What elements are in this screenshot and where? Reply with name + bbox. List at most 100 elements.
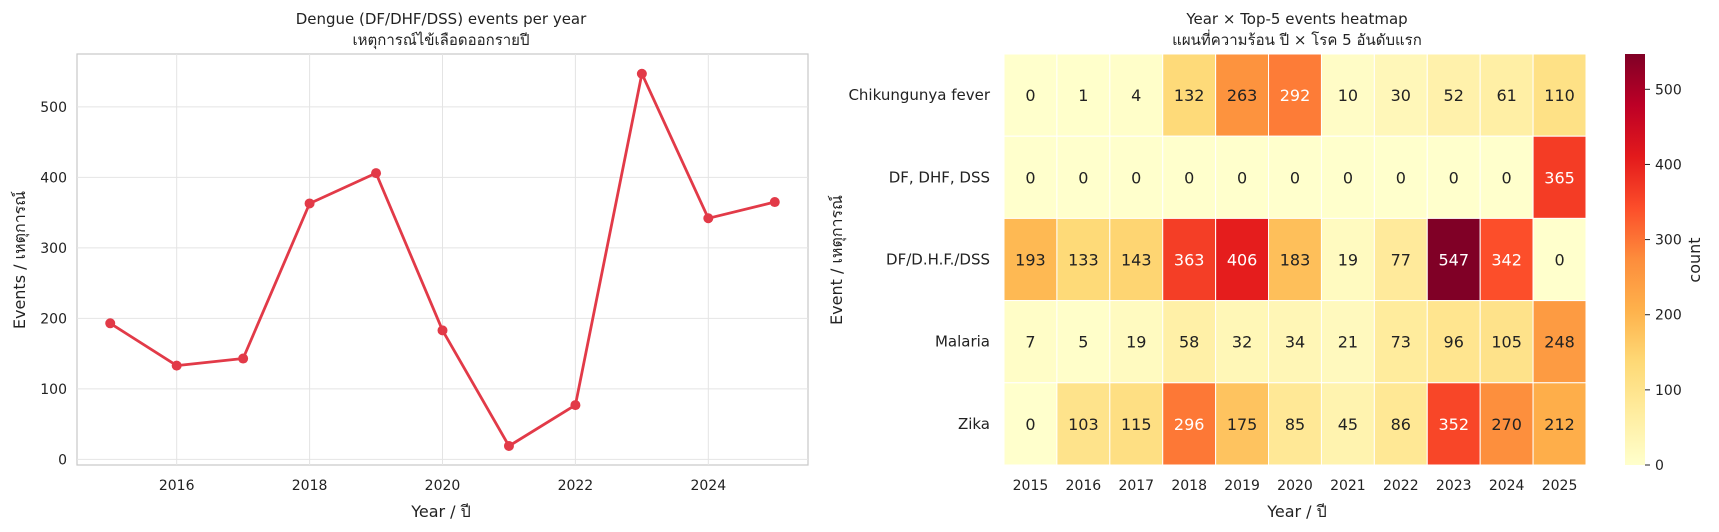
heatmap-cell bbox=[1373, 382, 1428, 466]
heatmap-cell-value: 0 bbox=[1078, 168, 1088, 187]
y-tick-label: 400 bbox=[40, 170, 67, 186]
heatmap-x-tick-label: 2023 bbox=[1436, 478, 1472, 494]
heatmap-cell bbox=[1426, 300, 1481, 384]
heatmap-cell-value: 77 bbox=[1391, 251, 1411, 270]
heatmap-cell bbox=[1532, 135, 1587, 219]
x-tick-label: 2020 bbox=[425, 478, 461, 494]
heatmap-cell bbox=[1268, 382, 1322, 466]
heatmap-cell-value: 115 bbox=[1121, 415, 1152, 434]
colorbar-tick-label: 200 bbox=[1655, 308, 1682, 324]
x-tick-label: 2024 bbox=[690, 478, 726, 494]
y-tick-label: 300 bbox=[40, 241, 67, 257]
heatmap-ylabel: Event / เหตุการณ์ bbox=[827, 195, 847, 325]
heatmap-cell-value: 45 bbox=[1338, 415, 1358, 434]
data-point bbox=[570, 400, 581, 411]
heatmap-cell-value: 0 bbox=[1184, 168, 1194, 187]
heatmap-cell-value: 352 bbox=[1438, 415, 1469, 434]
data-point bbox=[503, 440, 514, 451]
heatmap-y-tick-label: DF, DHF, DSS bbox=[889, 168, 990, 186]
line-chart-subtitle: เหตุการณ์ไข้เลือดออกรายปี bbox=[353, 31, 530, 50]
colorbar-tick-label: 500 bbox=[1655, 82, 1682, 98]
heatmap-cell-value: 0 bbox=[1025, 86, 1035, 105]
data-point bbox=[703, 213, 714, 224]
heatmap-cell-value: 30 bbox=[1391, 86, 1411, 105]
heatmap-panel: Year × Top-5 events heatmap แผนที่ความร้… bbox=[827, 10, 1704, 521]
heatmap-cell-value: 96 bbox=[1444, 333, 1464, 352]
heatmap-cell bbox=[1162, 217, 1217, 302]
heatmap-cell-value: 85 bbox=[1285, 415, 1305, 434]
heatmap-cell bbox=[1056, 217, 1111, 302]
x-tick-label: 2016 bbox=[159, 478, 195, 494]
line-chart-ylabel: Events / เหตุการณ์ bbox=[10, 191, 30, 329]
heatmap-cell-value: 133 bbox=[1068, 251, 1099, 270]
heatmap-cell-value: 296 bbox=[1174, 415, 1205, 434]
heatmap-cell-value: 292 bbox=[1280, 86, 1311, 105]
x-tick-label: 2022 bbox=[558, 478, 594, 494]
heatmap-cell-value: 110 bbox=[1544, 86, 1575, 105]
heatmap-x-tick-label: 2024 bbox=[1489, 478, 1525, 494]
heatmap-subtitle: แผนที่ความร้อน ปี × โรค 5 อันดับแรก bbox=[1172, 29, 1422, 49]
heatmap-cell-value: 21 bbox=[1338, 333, 1358, 352]
heatmap-cell-value: 0 bbox=[1025, 168, 1035, 187]
heatmap-cell-value: 0 bbox=[1025, 415, 1035, 434]
y-tick-label: 100 bbox=[40, 382, 67, 398]
heatmap-cell-value: 19 bbox=[1126, 333, 1146, 352]
heatmap-cell bbox=[1479, 300, 1534, 384]
heatmap-cell bbox=[1532, 53, 1587, 137]
heatmap-cell-value: 32 bbox=[1232, 333, 1252, 352]
heatmap-cell-value: 4 bbox=[1131, 86, 1141, 105]
heatmap-cell-value: 105 bbox=[1491, 333, 1522, 352]
y-tick-label: 500 bbox=[40, 100, 67, 116]
heatmap-cell bbox=[1320, 135, 1375, 219]
heatmap-cell bbox=[1320, 382, 1375, 466]
heatmap-cell-value: 0 bbox=[1502, 168, 1512, 187]
heatmap-x-tick-label: 2018 bbox=[1171, 478, 1207, 494]
heatmap-y-tick-label: Zika bbox=[958, 415, 990, 433]
heatmap-cell-value: 73 bbox=[1391, 333, 1411, 352]
heatmap-cell-value: 183 bbox=[1280, 251, 1311, 270]
heatmap-cell bbox=[1056, 382, 1111, 466]
heatmap-cell-value: 52 bbox=[1444, 86, 1464, 105]
line-chart-panel: Dengue (DF/DHF/DSS) events per year เหตุ… bbox=[10, 10, 809, 521]
heatmap-cell bbox=[1109, 53, 1164, 137]
heatmap-x-tick-label: 2025 bbox=[1542, 478, 1578, 494]
heatmap-cell bbox=[1268, 135, 1322, 219]
heatmap-cell-value: 34 bbox=[1285, 333, 1305, 352]
heatmap-x-tick-label: 2015 bbox=[1013, 478, 1049, 494]
heatmap-x-tick-label: 2020 bbox=[1277, 478, 1313, 494]
colorbar bbox=[1625, 54, 1645, 465]
heatmap-cell bbox=[1479, 135, 1534, 219]
heatmap-cell-value: 0 bbox=[1343, 168, 1353, 187]
heatmap-cell bbox=[1109, 300, 1164, 384]
heatmap-cell bbox=[1162, 300, 1217, 384]
heatmap-cell bbox=[1003, 217, 1058, 302]
heatmap-cell bbox=[1109, 135, 1164, 219]
heatmap-cell bbox=[1532, 217, 1587, 302]
x-tick-label: 2018 bbox=[292, 478, 328, 494]
heatmap-cell-value: 19 bbox=[1338, 251, 1358, 270]
heatmap-cell-value: 10 bbox=[1338, 86, 1358, 105]
heatmap-cell bbox=[1162, 135, 1217, 219]
heatmap-cell-value: 5 bbox=[1078, 333, 1088, 352]
heatmap-cell-value: 212 bbox=[1544, 415, 1575, 434]
heatmap-cell-value: 263 bbox=[1227, 86, 1258, 105]
data-point bbox=[437, 325, 448, 336]
heatmap-cell-value: 0 bbox=[1237, 168, 1247, 187]
heatmap-cell-value: 1 bbox=[1078, 86, 1088, 105]
heatmap-cell-value: 248 bbox=[1544, 333, 1575, 352]
heatmap-cell bbox=[1215, 382, 1270, 466]
heatmap-cell-value: 193 bbox=[1015, 251, 1046, 270]
heatmap-cell bbox=[1109, 217, 1164, 302]
colorbar-tick-label: 400 bbox=[1655, 157, 1682, 173]
heatmap-y-tick-label: DF/D.H.F./DSS bbox=[886, 251, 990, 269]
heatmap-cell bbox=[1320, 300, 1375, 384]
line-chart-ticks: 2016 2018 2020 2022 2024 0 100 200 300 400 500 bbox=[40, 100, 726, 494]
heatmap-cell bbox=[1532, 382, 1587, 466]
heatmap-x-tick-label: 2019 bbox=[1224, 478, 1260, 494]
heatmap-title: Year × Top-5 events heatmap bbox=[1185, 10, 1407, 28]
heatmap-cell bbox=[1320, 53, 1375, 137]
heatmap-y-tick-label: Malaria bbox=[935, 333, 990, 351]
heatmap-x-tick-label: 2016 bbox=[1066, 478, 1102, 494]
heatmap-cell bbox=[1056, 135, 1111, 219]
